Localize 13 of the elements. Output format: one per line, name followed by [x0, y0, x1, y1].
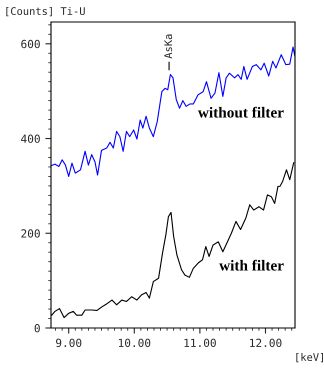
- y-tick-label: 400: [21, 134, 40, 143]
- annotation: AsKa: [164, 34, 172, 59]
- x-axis-title: [keV]: [296, 352, 323, 362]
- x-tick-label: 11.00: [184, 338, 216, 348]
- x-tick-label: 12.00: [250, 338, 282, 348]
- y-axis-title: [Counts] Ti-U: [6, 6, 85, 16]
- y-tick-label: 0: [34, 324, 40, 332]
- y-tick-label: 200: [21, 229, 40, 238]
- y-tick-label: 600: [21, 40, 40, 48]
- x-tick-label: 9.00: [56, 338, 82, 348]
- x-tick-label: 10.00: [118, 338, 150, 348]
- series-label: without filter: [198, 106, 284, 118]
- series-label: with filter: [219, 260, 284, 271]
